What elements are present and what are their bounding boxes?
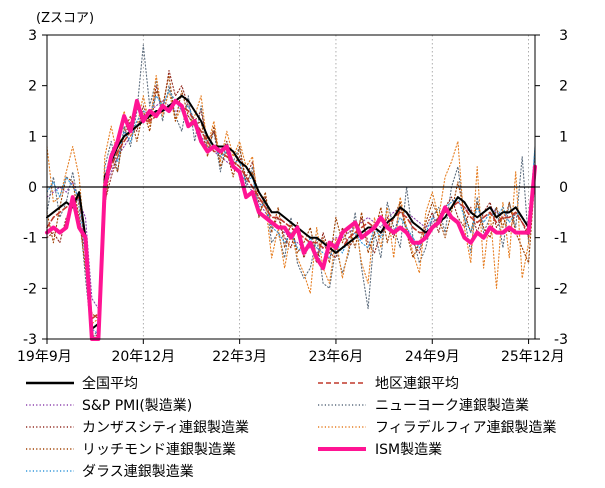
series-line (45, 98, 537, 341)
series-line (46, 44, 536, 340)
y-axis-unit-label: (Zスコア) (36, 11, 94, 26)
legend-label: 地区連銀平均 (375, 376, 459, 392)
x-tick-label: 25年12月 (501, 349, 565, 365)
series-lines (45, 44, 537, 341)
legend-label: カンザスシティ連銀製造業 (82, 420, 249, 436)
y-tick-label-right: 1 (559, 129, 568, 145)
x-tick-label: 20年12月 (111, 349, 175, 365)
y-tick-label-left: -2 (23, 281, 37, 297)
legend-label: 全国平均 (82, 375, 138, 392)
series-line (46, 90, 536, 335)
y-tick-label-left: 0 (28, 180, 37, 196)
legend-label: S&P PMI(製造業) (82, 398, 192, 414)
x-tick-label: 19年9月 (17, 349, 72, 365)
y-tick-label-right: -1 (554, 231, 568, 247)
axes: -3 -3 -2 -2 -1 -1 0 0 1 1 2 2 3 3 19年9月 20年12月 22年3月 23年6… (17, 28, 568, 365)
y-tick-label-left: 2 (28, 79, 37, 95)
series-line (46, 94, 536, 330)
y-tick-label-right: 0 (559, 180, 568, 196)
y-tick-label-left: 1 (28, 129, 37, 145)
legend-label: ダラス連銀製造業 (82, 464, 194, 480)
y-tick-label-left: -1 (23, 231, 37, 247)
y-tick-label-left: -3 (23, 332, 37, 348)
y-tick-label-right: -2 (554, 281, 568, 297)
series-line (46, 100, 536, 320)
x-tick-label: 22年3月 (212, 349, 267, 365)
y-tick-label-left: 3 (28, 28, 37, 44)
legend-label: ニューヨーク連銀製造業 (375, 398, 529, 414)
legend-label: ISM製造業 (375, 442, 442, 458)
y-tick-label-right: 2 (559, 79, 568, 95)
y-tick-label-right: -3 (554, 332, 568, 348)
y-tick-label-right: 3 (559, 28, 568, 44)
x-tick-label: 23年6月 (309, 349, 364, 365)
legend: 全国平均 S&P PMI(製造業) カンザスシティ連銀製造業リッチモンド連銀製造業ダ… (26, 375, 556, 480)
legend-label: フィラデルフィア連銀製造業 (375, 419, 556, 436)
legend-label: リッチモンド連銀製造業 (82, 442, 236, 458)
x-tick-label: 24年9月 (405, 349, 460, 365)
